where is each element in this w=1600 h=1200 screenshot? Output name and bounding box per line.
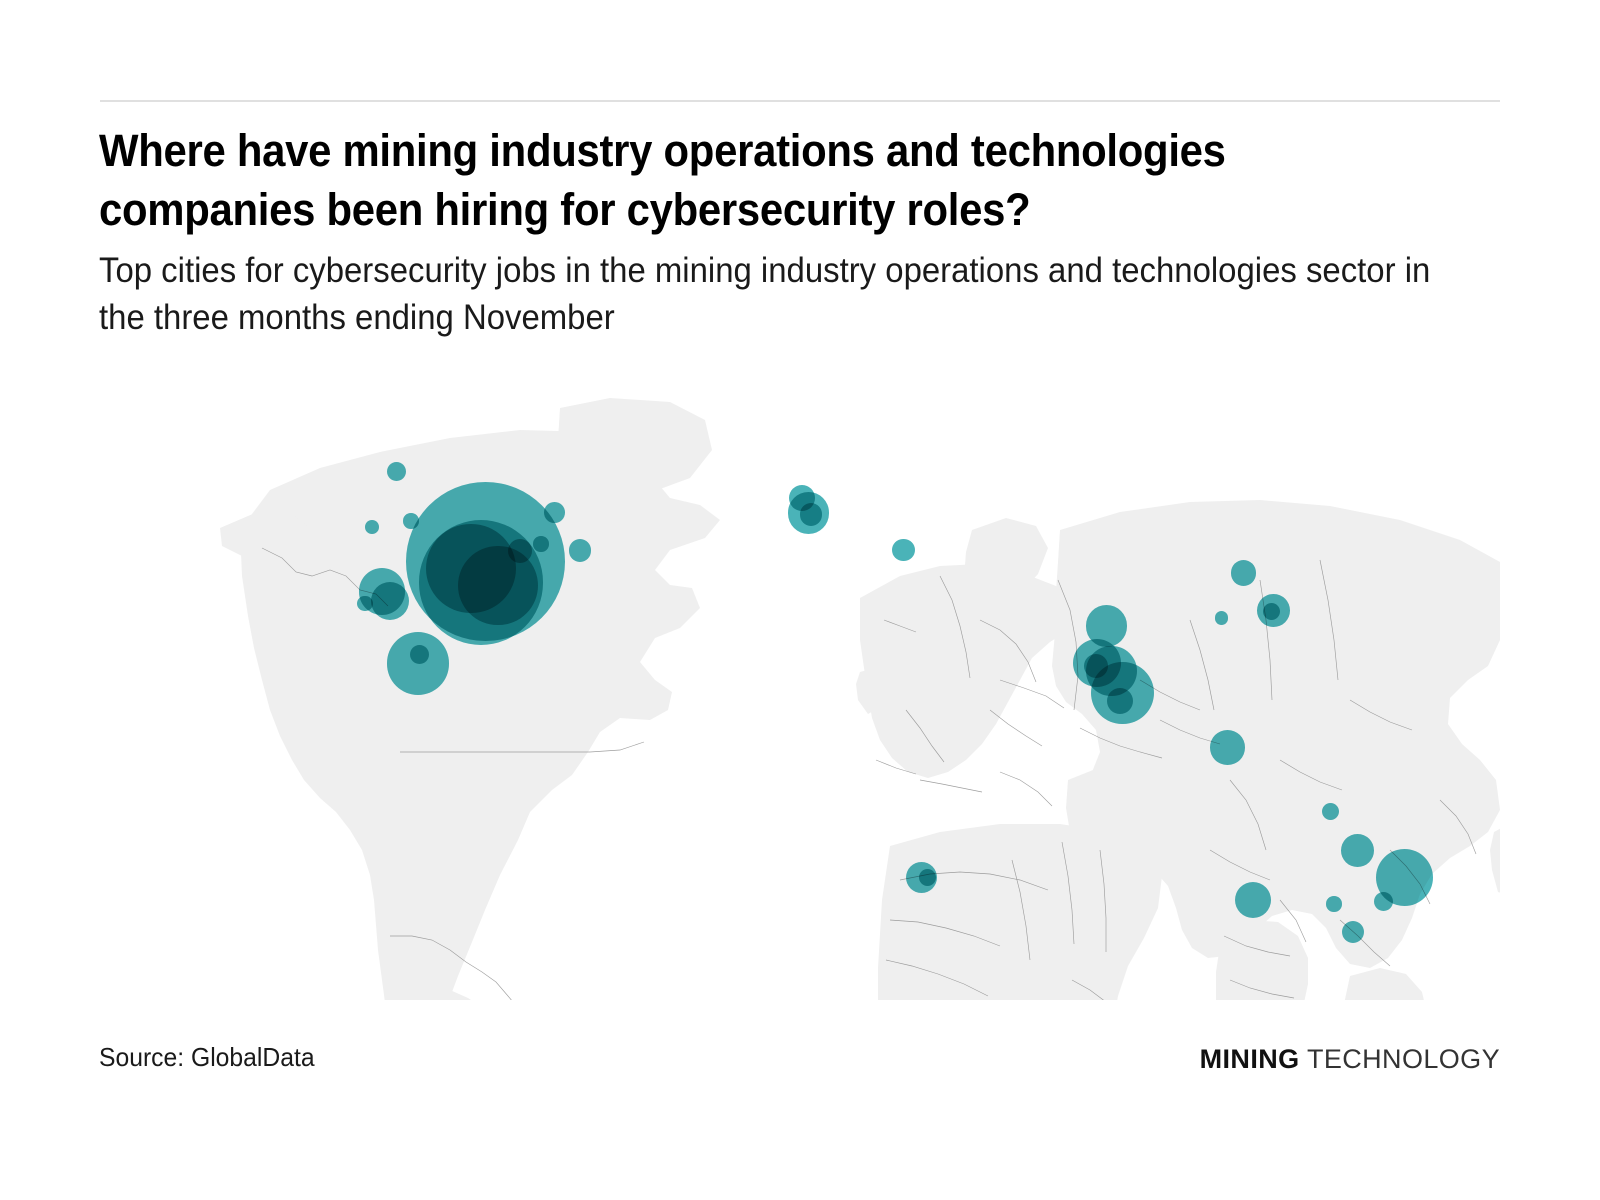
top-divider (100, 100, 1500, 102)
world-bubble-map (200, 380, 1500, 1000)
source-label: Source: GlobalData (99, 1042, 315, 1072)
page-title: Where have mining industry operations an… (99, 125, 1226, 235)
brand-name-secondary: TECHNOLOGY (1299, 1044, 1500, 1074)
brand-logo: MINING TECHNOLOGY (1200, 1044, 1500, 1075)
world-map-basemap (220, 398, 1500, 1000)
page-subtitle: Top cities for cybersecurity jobs in the… (99, 251, 1431, 337)
brand-name-primary: MINING (1199, 1044, 1300, 1074)
